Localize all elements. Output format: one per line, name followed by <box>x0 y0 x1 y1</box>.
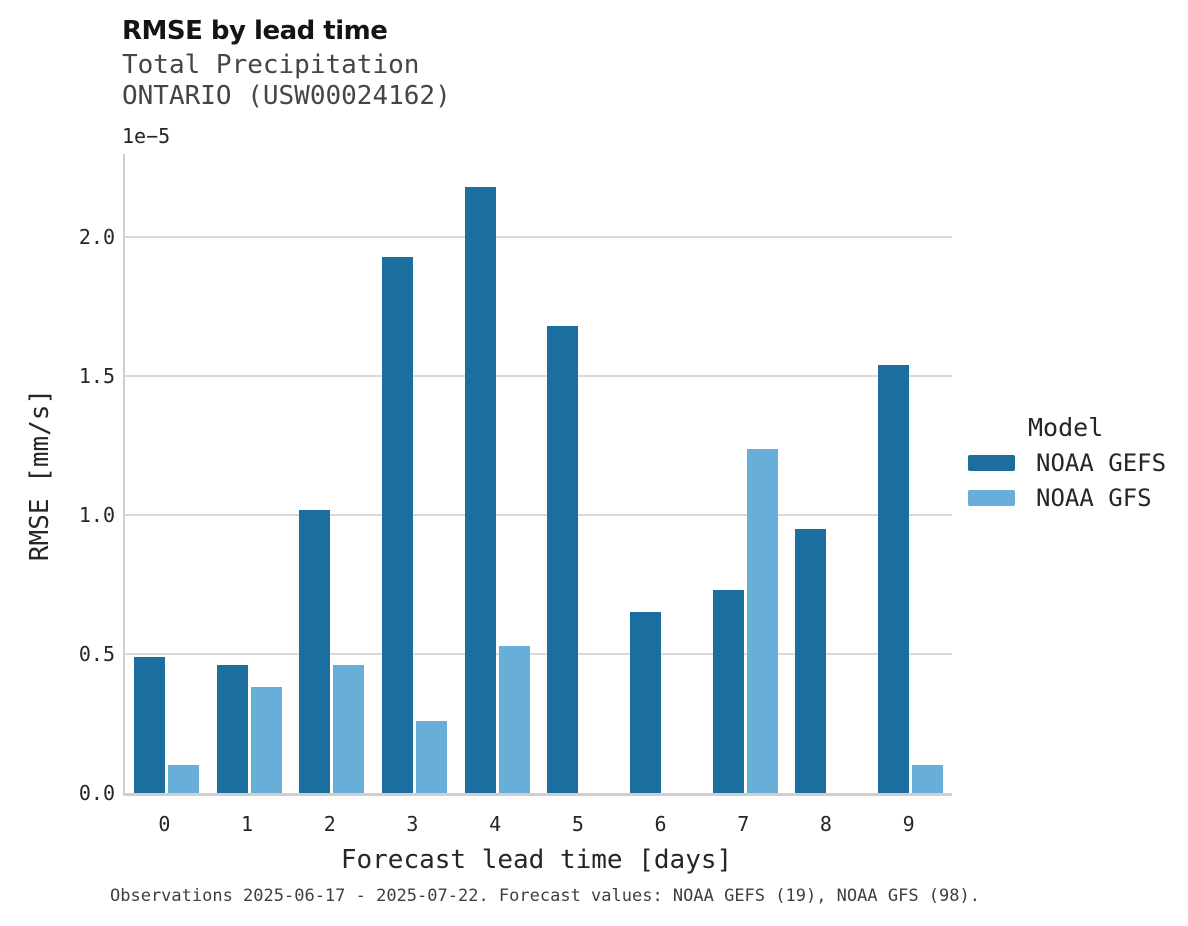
gridline-1.0 <box>125 514 952 517</box>
gridline-2.0 <box>125 236 952 239</box>
bar-noaa-gefs-day-6 <box>630 612 662 793</box>
y-tick-2.0: 2.0 <box>78 225 115 250</box>
y-tick-0.0: 0.0 <box>78 781 115 805</box>
y-tick-1.0: 1.0 <box>78 503 115 528</box>
bar-noaa-gefs-day-3 <box>381 256 413 793</box>
bar-noaa-gfs-day-9 <box>912 765 944 793</box>
bar-noaa-gefs-day-7 <box>712 590 744 793</box>
x-tick-8: 8 <box>819 812 832 836</box>
gridline-1.5 <box>125 375 952 378</box>
legend-swatch-noaa-gfs <box>968 489 1015 506</box>
legend-title: Model <box>1028 413 1104 442</box>
bar-noaa-gefs-day-2 <box>299 509 331 793</box>
bar-noaa-gfs-day-4 <box>498 645 530 793</box>
y-axis-label: RMSE [mm/s] <box>25 388 55 562</box>
x-tick-7: 7 <box>737 812 750 836</box>
legend-item-gfs: NOAA GFS <box>968 480 1166 515</box>
x-tick-0: 0 <box>158 812 171 836</box>
bar-noaa-gefs-day-8 <box>795 529 827 793</box>
subtitle-station: ONTARIO (USW00024162) <box>122 81 451 111</box>
bar-noaa-gefs-day-1 <box>216 665 248 793</box>
bar-noaa-gfs-day-3 <box>415 720 447 793</box>
legend-label-noaa-gfs: NOAA GFS <box>1036 483 1152 512</box>
x-tick-1: 1 <box>241 812 254 836</box>
y-tick-0.5: 0.5 <box>78 642 115 667</box>
bar-noaa-gfs-day-7 <box>746 448 778 793</box>
chart-title: RMSE by lead time <box>122 16 388 46</box>
x-tick-5: 5 <box>571 812 584 836</box>
plot-area <box>123 154 952 796</box>
chart-subtitle: Total Precipitation ONTARIO (USW00024162… <box>122 50 451 112</box>
legend-item-gefs: NOAA GEFS <box>968 445 1166 480</box>
legend: Model NOAA GEFS NOAA GFS <box>968 410 1166 515</box>
bar-noaa-gefs-day-4 <box>464 187 496 793</box>
x-tick-9: 9 <box>902 812 915 836</box>
caption: Observations 2025-06-17 - 2025-07-22. Fo… <box>110 886 980 906</box>
legend-swatch-noaa-gefs <box>968 454 1015 471</box>
bar-noaa-gfs-day-2 <box>333 665 365 793</box>
x-axis-label: Forecast lead time [days] <box>340 845 733 875</box>
bar-noaa-gfs-day-1 <box>250 687 282 793</box>
bar-noaa-gefs-day-9 <box>878 365 910 793</box>
x-tick-4: 4 <box>489 812 502 836</box>
x-tick-3: 3 <box>406 812 419 836</box>
bar-noaa-gefs-day-0 <box>133 656 165 793</box>
y-axis-offset-label: 1e−5 <box>122 124 171 148</box>
bar-noaa-gfs-day-0 <box>167 765 199 793</box>
y-tick-1.5: 1.5 <box>78 364 115 389</box>
legend-label-noaa-gefs: NOAA GEFS <box>1036 448 1167 477</box>
bar-noaa-gefs-day-5 <box>547 326 579 793</box>
x-tick-2: 2 <box>323 812 336 836</box>
subtitle-variable: Total Precipitation <box>122 50 420 80</box>
x-tick-6: 6 <box>654 812 667 836</box>
gridline-0.5 <box>125 653 952 656</box>
